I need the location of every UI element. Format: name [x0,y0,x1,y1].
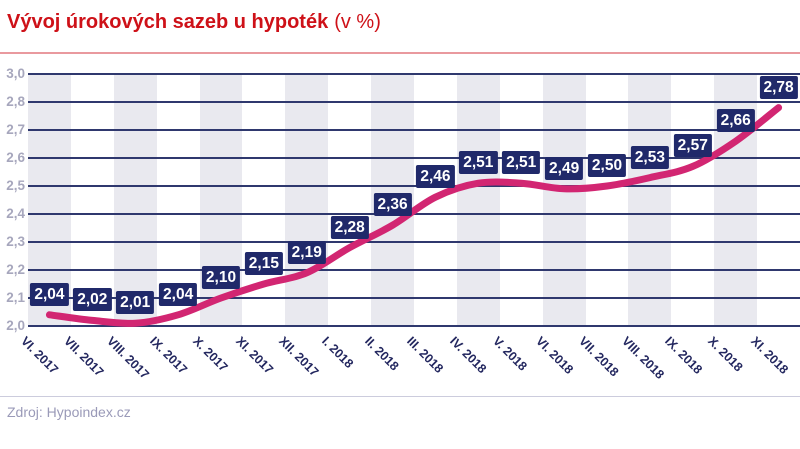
y-axis-label: 2,8 [6,94,25,109]
footer-divider [0,396,800,397]
data-label: 2,49 [545,156,584,180]
gridline [28,157,800,159]
data-label: 2,15 [244,252,283,275]
y-axis-label: 2,3 [6,234,25,249]
gridline [28,129,800,131]
y-axis-label: 2,5 [6,178,25,193]
data-label: 2,78 [759,75,798,99]
data-label: 2,50 [587,154,627,177]
column-stripe [285,74,329,326]
gridline [28,73,800,75]
column-stripe [113,74,157,326]
column-stripe [628,74,672,326]
data-label: 2,36 [373,193,412,217]
data-label: 2,10 [201,266,241,289]
data-label: 2,01 [116,291,155,315]
y-axis-label: 2,7 [6,122,25,137]
data-label: 2,04 [30,282,69,306]
title-divider [0,52,800,54]
y-axis-label: 2,1 [6,290,25,305]
data-label: 2,53 [630,145,669,169]
rate-line [45,104,783,327]
y-axis-label: 2,4 [6,206,25,221]
data-label: 2,51 [459,151,498,175]
data-label: 2,46 [416,165,455,189]
data-label: 2,57 [673,134,712,158]
column-stripe [456,74,500,326]
page-title: Vývoj úrokových sazeb u hypoték (v %) [7,11,381,34]
page-title-main: Vývoj úrokových sazeb u hypoték [7,11,329,33]
gridline [28,101,800,103]
y-axis-label: 2,2 [6,262,25,277]
gridline [28,297,800,299]
gridline [28,325,800,327]
data-label: 2,02 [73,288,112,312]
y-axis-label: 2,6 [6,150,25,165]
y-axis-label: 3,0 [6,66,25,81]
data-label: 2,28 [330,215,369,239]
data-label: 2,19 [287,240,326,264]
gridline [28,241,800,243]
source-credit: Zdroj: Hypoindex.cz [7,404,131,420]
column-stripe [542,74,586,326]
y-axis-label: 2,0 [6,318,25,333]
data-label: 2,51 [502,151,541,175]
gridline [28,269,800,271]
gridline [28,185,800,187]
page-title-suffix: (v %) [334,11,381,33]
data-label: 2,66 [716,109,755,133]
data-label: 2,04 [159,282,198,306]
